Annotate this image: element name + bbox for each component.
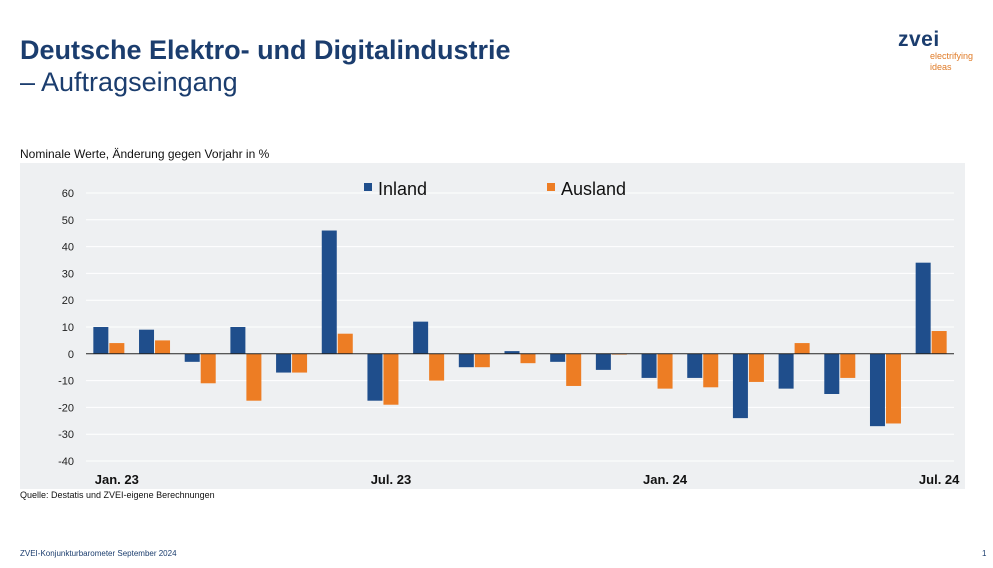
bar-ausland [474, 353, 490, 368]
bar-inland [732, 353, 748, 419]
bar-ausland [246, 353, 262, 401]
legend-swatch [364, 183, 372, 191]
title-line-1: Deutsche Elektro- und Digitalindustrie [20, 35, 511, 65]
page-number: 1 [982, 549, 987, 558]
bar-inland [687, 353, 703, 378]
bar-inland [321, 230, 337, 354]
y-tick-label: 60 [62, 188, 74, 200]
bar-ausland [383, 353, 399, 405]
footer-text: ZVEI-Konjunkturbarometer September 2024 [20, 549, 177, 558]
bar-ausland [703, 353, 719, 388]
y-tick-label: 40 [62, 242, 74, 254]
chart-subtitle: Nominale Werte, Änderung gegen Vorjahr i… [20, 147, 270, 161]
x-tick-label: Jan. 23 [95, 472, 139, 487]
y-tick-label: -40 [58, 456, 74, 468]
bar-inland [413, 321, 429, 354]
bar-inland [93, 327, 109, 354]
source-note: Quelle: Destatis und ZVEI-eigene Berechn… [20, 490, 215, 500]
bar-ausland [566, 353, 582, 386]
bar-ausland [337, 333, 353, 354]
title-line-2: – Auftragseingang [20, 67, 238, 97]
bar-ausland [931, 331, 947, 354]
bar-inland [230, 327, 246, 354]
bar-inland [869, 353, 885, 427]
y-tick-label: 10 [62, 322, 74, 334]
legend-label: Ausland [561, 179, 626, 199]
y-tick-label: -10 [58, 376, 74, 388]
bar-ausland [657, 353, 673, 389]
bar-inland [504, 351, 520, 354]
bar-ausland [885, 353, 901, 424]
y-tick-label: 30 [62, 268, 74, 280]
bar-ausland [292, 353, 308, 373]
bar-inland [550, 353, 566, 362]
bar-inland [778, 353, 794, 389]
plot-background [20, 163, 965, 489]
bar-ausland [748, 353, 764, 382]
bar-inland [915, 262, 931, 354]
bar-inland [458, 353, 474, 368]
y-tick-label: 20 [62, 295, 74, 307]
y-tick-label: 0 [68, 349, 74, 361]
legend-label: Inland [378, 179, 427, 199]
bar-ausland [200, 353, 216, 384]
bar-inland [824, 353, 840, 394]
page-title: Deutsche Elektro- und Digitalindustrie –… [20, 34, 511, 98]
bar-inland [139, 329, 155, 354]
x-tick-label: Jul. 23 [371, 472, 411, 487]
bar-ausland [429, 353, 445, 381]
bar-inland [595, 353, 611, 370]
bar-ausland [109, 343, 125, 354]
y-tick-label: -30 [58, 429, 74, 441]
logo-tagline-2: ideas [930, 62, 952, 72]
bar-ausland [840, 353, 856, 378]
bar-ausland [155, 340, 171, 354]
bar-chart: -40 -30 -20 -10 0 10 20 30 40 50 60 Jan. 23 Jul. 23 J… [20, 163, 965, 489]
bar-ausland [520, 353, 536, 364]
y-tick-label: -20 [58, 402, 74, 414]
zvei-logo: zvei electrifying ideas [898, 28, 974, 74]
logo-name: zvei [898, 28, 940, 51]
x-tick-label: Jan. 24 [643, 472, 688, 487]
legend-swatch [547, 183, 555, 191]
bar-ausland [794, 343, 810, 354]
x-tick-label: Jul. 24 [919, 472, 960, 487]
bar-inland [641, 353, 657, 378]
y-tick-label: 50 [62, 215, 74, 227]
bar-inland [276, 353, 292, 373]
logo-tagline-1: electrifying [930, 51, 974, 61]
bar-inland [184, 353, 200, 362]
bar-inland [367, 353, 383, 401]
